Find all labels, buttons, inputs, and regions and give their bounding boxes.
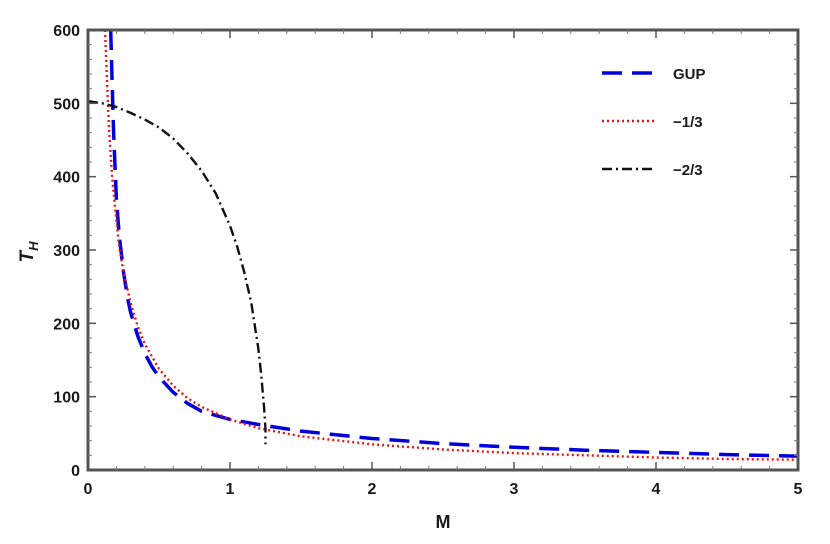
y-tick-label: 200	[53, 316, 80, 333]
plot-frame	[86, 28, 800, 472]
y-tick-label: 500	[53, 96, 80, 113]
legend: GUP −1/3 −2/3	[602, 66, 706, 179]
y-tick-label: 100	[53, 390, 80, 407]
tick-layer: 0 1 2 3 4 5 0 100 200 300 400 500 600	[53, 23, 802, 498]
y-tick-label: 600	[53, 23, 80, 40]
y-tick-label: 0	[71, 463, 80, 480]
y-tick-label: 300	[53, 243, 80, 260]
x-tick-label: 5	[794, 481, 803, 498]
series-line-0	[108, 30, 798, 458]
y-axis-title: TH	[17, 241, 41, 263]
y-axis-title-subscript: H	[26, 241, 41, 251]
x-tick-label: 4	[652, 481, 661, 498]
series-layer	[88, 30, 798, 461]
x-axis-title: M	[436, 512, 451, 532]
y-tick-label: 400	[53, 170, 80, 187]
series-line-1	[103, 30, 798, 461]
legend-label-0: GUP	[673, 66, 706, 83]
x-tick-label: 2	[368, 481, 377, 498]
legend-label-2: −2/3	[673, 162, 703, 179]
x-tick-label: 0	[84, 481, 93, 498]
y-axis-title-main: T	[17, 250, 38, 263]
series-line-2	[88, 99, 267, 445]
legend-label-1: −1/3	[673, 114, 703, 131]
x-tick-label: 3	[510, 481, 519, 498]
x-tick-label: 1	[226, 481, 235, 498]
